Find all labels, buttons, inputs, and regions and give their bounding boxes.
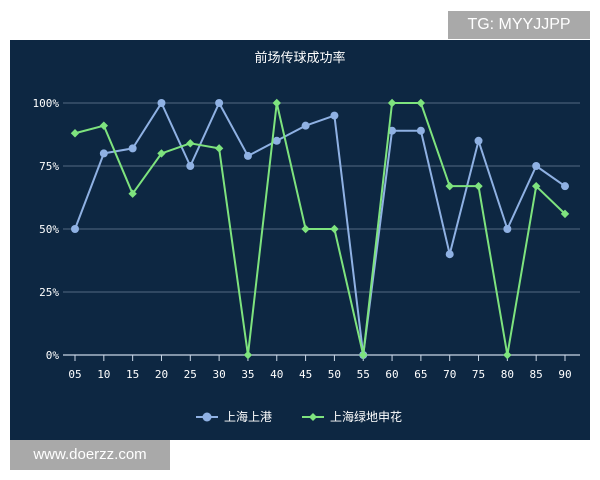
x-tick-label: 45 xyxy=(299,368,312,381)
y-tick-label: 50% xyxy=(39,223,59,236)
data-point-series-2 xyxy=(330,224,339,234)
data-point-series-1 xyxy=(157,99,166,107)
legend-circle-icon xyxy=(202,412,212,422)
data-point-series-2 xyxy=(243,350,253,360)
x-tick-label: 40 xyxy=(270,368,283,381)
x-tick-label: 70 xyxy=(443,368,456,381)
x-tick-label: 85 xyxy=(530,368,543,381)
legend: 上海上港 上海绿地申花 xyxy=(196,409,402,424)
data-point-series-2 xyxy=(99,121,109,130)
data-point-series-2 xyxy=(186,139,195,148)
data-point-series-1 xyxy=(215,99,224,107)
x-tick-label: 90 xyxy=(558,368,571,381)
legend-label: 上海上港 xyxy=(224,409,272,424)
data-point-series-2 xyxy=(359,350,368,360)
x-tick-label: 65 xyxy=(414,368,427,381)
data-point-series-2 xyxy=(445,181,454,191)
x-tick-label: 80 xyxy=(501,368,514,381)
data-point-series-2 xyxy=(272,98,281,108)
data-point-series-1 xyxy=(330,111,339,120)
data-point-series-1 xyxy=(128,144,137,153)
data-point-series-2 xyxy=(70,129,80,138)
x-tick-label: 60 xyxy=(385,368,398,381)
data-point-series-2 xyxy=(531,181,541,191)
data-point-series-1 xyxy=(99,149,108,158)
data-point-series-2 xyxy=(128,189,137,198)
y-tick-label: 75% xyxy=(39,160,59,173)
data-point-series-1 xyxy=(503,225,512,233)
data-point-series-2 xyxy=(214,144,224,153)
data-point-series-1 xyxy=(474,136,483,145)
data-point-series-2 xyxy=(503,350,512,360)
series-layer xyxy=(70,98,570,360)
data-point-series-1 xyxy=(561,182,569,191)
data-point-series-1 xyxy=(301,121,310,130)
y-tick-label: 0% xyxy=(46,349,60,362)
data-point-series-1 xyxy=(186,162,195,170)
x-tick-label: 15 xyxy=(126,368,139,381)
x-tick-label: 55 xyxy=(357,368,370,381)
x-tick-label: 25 xyxy=(184,368,197,381)
x-tick-label: 05 xyxy=(68,368,81,381)
series-line-1 xyxy=(74,102,566,356)
data-point-series-1 xyxy=(445,250,454,259)
series-line-2 xyxy=(74,102,566,356)
data-point-series-2 xyxy=(301,224,310,234)
data-point-series-1 xyxy=(272,136,281,145)
x-tick-label: 50 xyxy=(328,368,341,381)
chart-title: 前场传球成功率 xyxy=(254,50,345,66)
data-point-series-1 xyxy=(416,126,425,135)
data-point-series-1 xyxy=(71,225,79,233)
x-tick-label: 30 xyxy=(212,368,225,381)
x-axis: 05 10 15 20 25 30 35 40 45 50 55 60 65 70 75 80 85 90 xyxy=(68,355,572,381)
x-tick-label: 75 xyxy=(472,368,485,381)
site-watermark: www.doerzz.com xyxy=(10,440,170,470)
y-tick-label: 100% xyxy=(33,97,60,110)
chart-panel: 前场传球成功率 0% 25% 50% 75% 100% 05 10 15 20 25 30 35 40… xyxy=(10,40,590,440)
y-axis-ticks: 0% 25% 50% 75% 100% xyxy=(33,97,60,362)
line-chart: 前场传球成功率 0% 25% 50% 75% 100% 05 10 15 20 25 30 35 40… xyxy=(33,50,580,424)
data-point-series-1 xyxy=(532,162,541,170)
legend-label: 上海绿地申花 xyxy=(330,409,402,424)
data-point-series-2 xyxy=(157,149,166,158)
y-tick-label: 25% xyxy=(39,286,59,299)
data-point-series-2 xyxy=(560,209,570,219)
data-point-series-2 xyxy=(387,98,397,108)
tg-watermark: TG: MYYJJPP xyxy=(448,11,590,39)
data-point-series-2 xyxy=(416,98,426,108)
data-point-series-1 xyxy=(243,151,252,160)
data-point-series-2 xyxy=(474,181,483,191)
x-tick-label: 20 xyxy=(155,368,168,381)
x-tick-label: 10 xyxy=(97,368,110,381)
x-tick-label: 35 xyxy=(241,368,254,381)
legend-diamond-icon xyxy=(309,413,317,421)
